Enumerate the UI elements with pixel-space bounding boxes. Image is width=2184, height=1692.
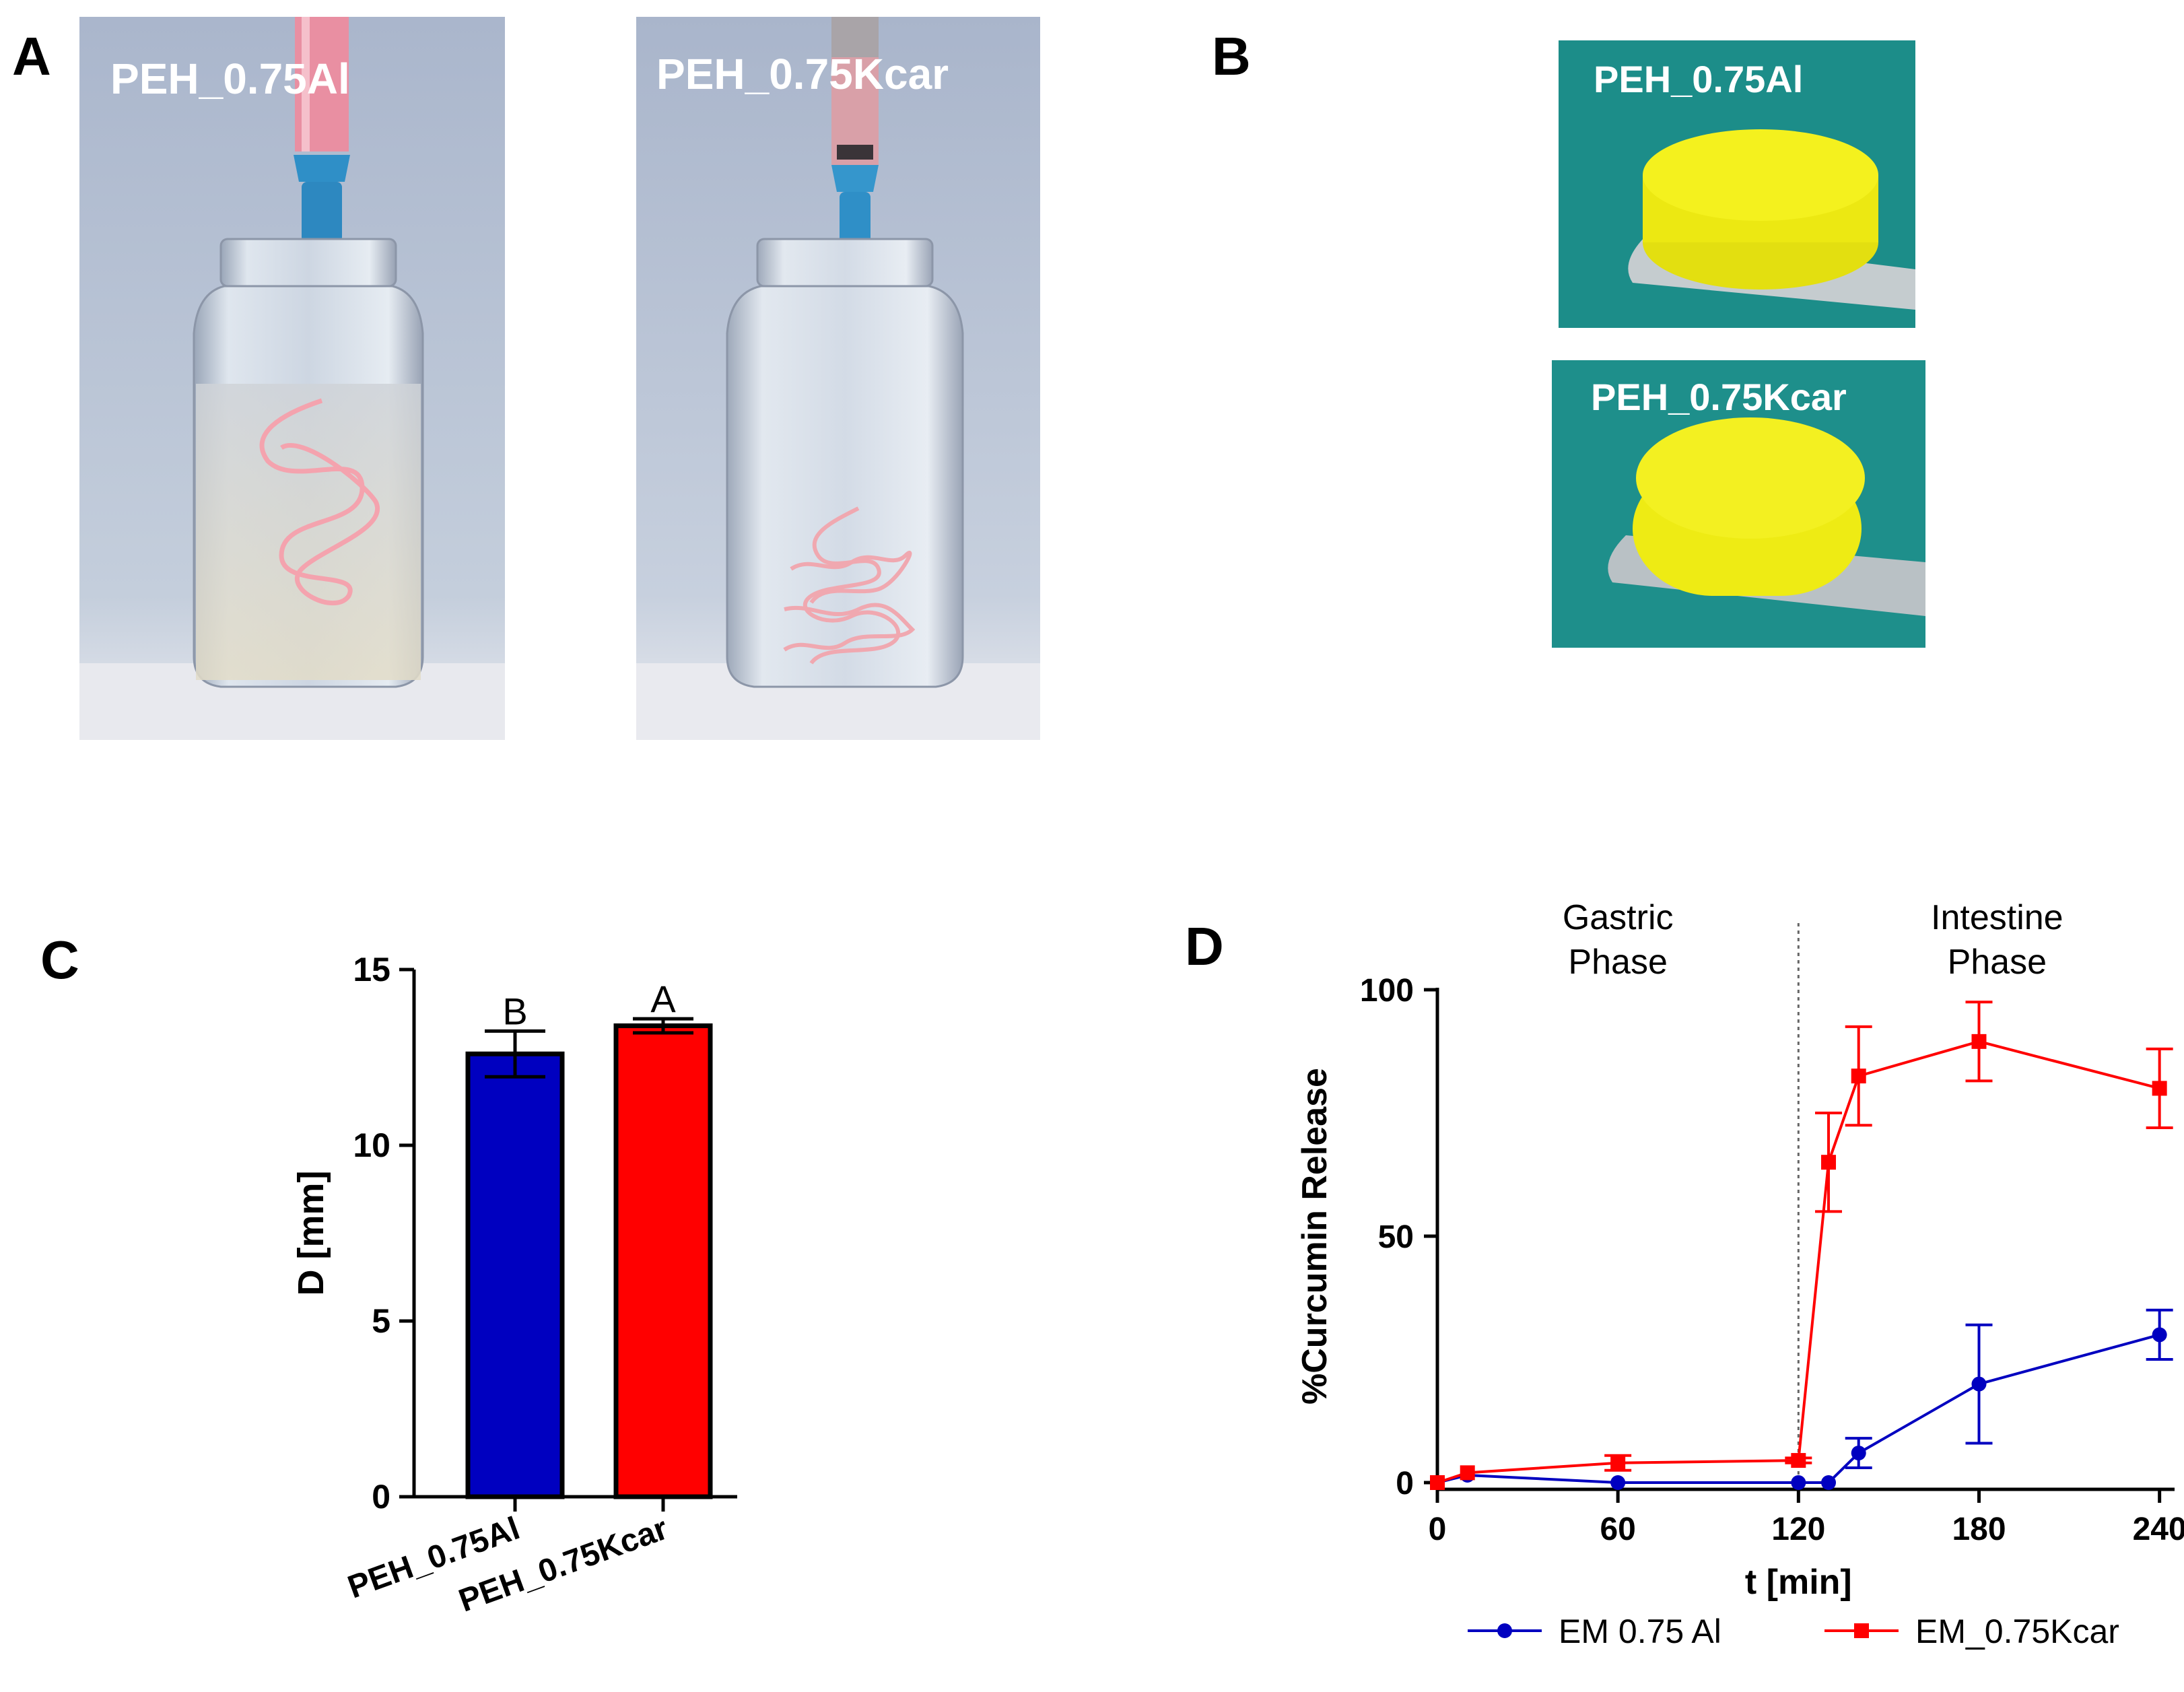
x-tick-label: 240	[2133, 1512, 2184, 1547]
vial-kcar-label: PEH_0.75Kcar	[656, 50, 949, 98]
series-line-2	[1437, 1040, 2160, 1484]
data-point	[2152, 1327, 2167, 1343]
gel-al-label: PEH_0.75Al	[1594, 58, 1804, 100]
x-tick-label: 60	[1600, 1512, 1635, 1547]
gastric-phase-annotation: Gastric Phase	[1563, 898, 1674, 982]
data-point	[2152, 1081, 2167, 1096]
data-point	[1430, 1475, 1445, 1490]
significance-letter: A	[650, 978, 676, 1020]
data-point	[1851, 1069, 1866, 1084]
x-axis-label: t [min]	[1745, 1563, 1852, 1602]
y-axis-label: D [mm]	[291, 1171, 331, 1296]
data-point	[1610, 1475, 1626, 1490]
y-tick-label: 100	[1360, 973, 1414, 1009]
y-tick-label: 5	[372, 1302, 390, 1340]
vial-photo-kcar: PEH_0.75Kcar	[636, 17, 1040, 740]
vial-al-illustration	[79, 17, 505, 740]
panel-label-d: D	[1185, 916, 1224, 976]
data-point	[1791, 1453, 1806, 1468]
vial-al-label: PEH_0.75Al	[110, 55, 350, 103]
gel-kcar-label: PEH_0.75Kcar	[1591, 376, 1847, 418]
data-point	[1971, 1376, 1987, 1392]
panel-label-a: A	[12, 26, 51, 86]
line-chart-curcumin-release: 0 50 100 0 60 120 180 240 t [min] %Curcumin Relea…	[1295, 898, 2184, 1650]
gel-kcar-illustration	[1552, 360, 1925, 648]
y-axis-label: %Curcumin Release	[1295, 1068, 1334, 1405]
data-point	[1791, 1475, 1806, 1490]
gel-photo-al: PEH_0.75Al	[1559, 40, 1915, 328]
legend-label: EM 0.75 Al	[1559, 1613, 1721, 1650]
panel-label-c: C	[40, 930, 79, 990]
x-tick-label: 0	[1429, 1512, 1447, 1547]
legend-label: EM_0.75Kcar	[1915, 1613, 2119, 1650]
legend-marker	[1854, 1623, 1869, 1638]
data-point	[1821, 1155, 1837, 1170]
gel-photo-kcar: PEH_0.75Kcar	[1552, 360, 1925, 648]
bar-2	[613, 1023, 713, 1499]
gel-al-illustration	[1559, 40, 1915, 328]
intestine-phase-annotation: Intestine Phase	[1931, 898, 2063, 982]
bar-1	[465, 1051, 565, 1499]
vial-kcar-illustration	[636, 17, 1040, 740]
panel-label-b: B	[1212, 26, 1251, 86]
data-point	[1971, 1034, 1987, 1049]
significance-letter: B	[502, 990, 527, 1032]
y-tick-label: 0	[1396, 1466, 1414, 1501]
vial-photo-al: PEH_0.75Al	[79, 17, 505, 740]
y-tick-label: 50	[1378, 1219, 1414, 1255]
data-point	[1610, 1455, 1626, 1470]
x-tick-label: 120	[1771, 1512, 1825, 1547]
legend-marker	[1497, 1623, 1512, 1638]
y-tick-label: 15	[353, 951, 390, 988]
x-tick-label: 180	[1952, 1512, 2006, 1547]
data-point	[1460, 1465, 1475, 1481]
data-point	[1851, 1446, 1866, 1461]
y-tick-label: 0	[372, 1478, 390, 1516]
data-point	[1821, 1475, 1837, 1490]
y-tick-label: 10	[353, 1126, 390, 1164]
series-line-1	[1437, 1333, 2160, 1484]
